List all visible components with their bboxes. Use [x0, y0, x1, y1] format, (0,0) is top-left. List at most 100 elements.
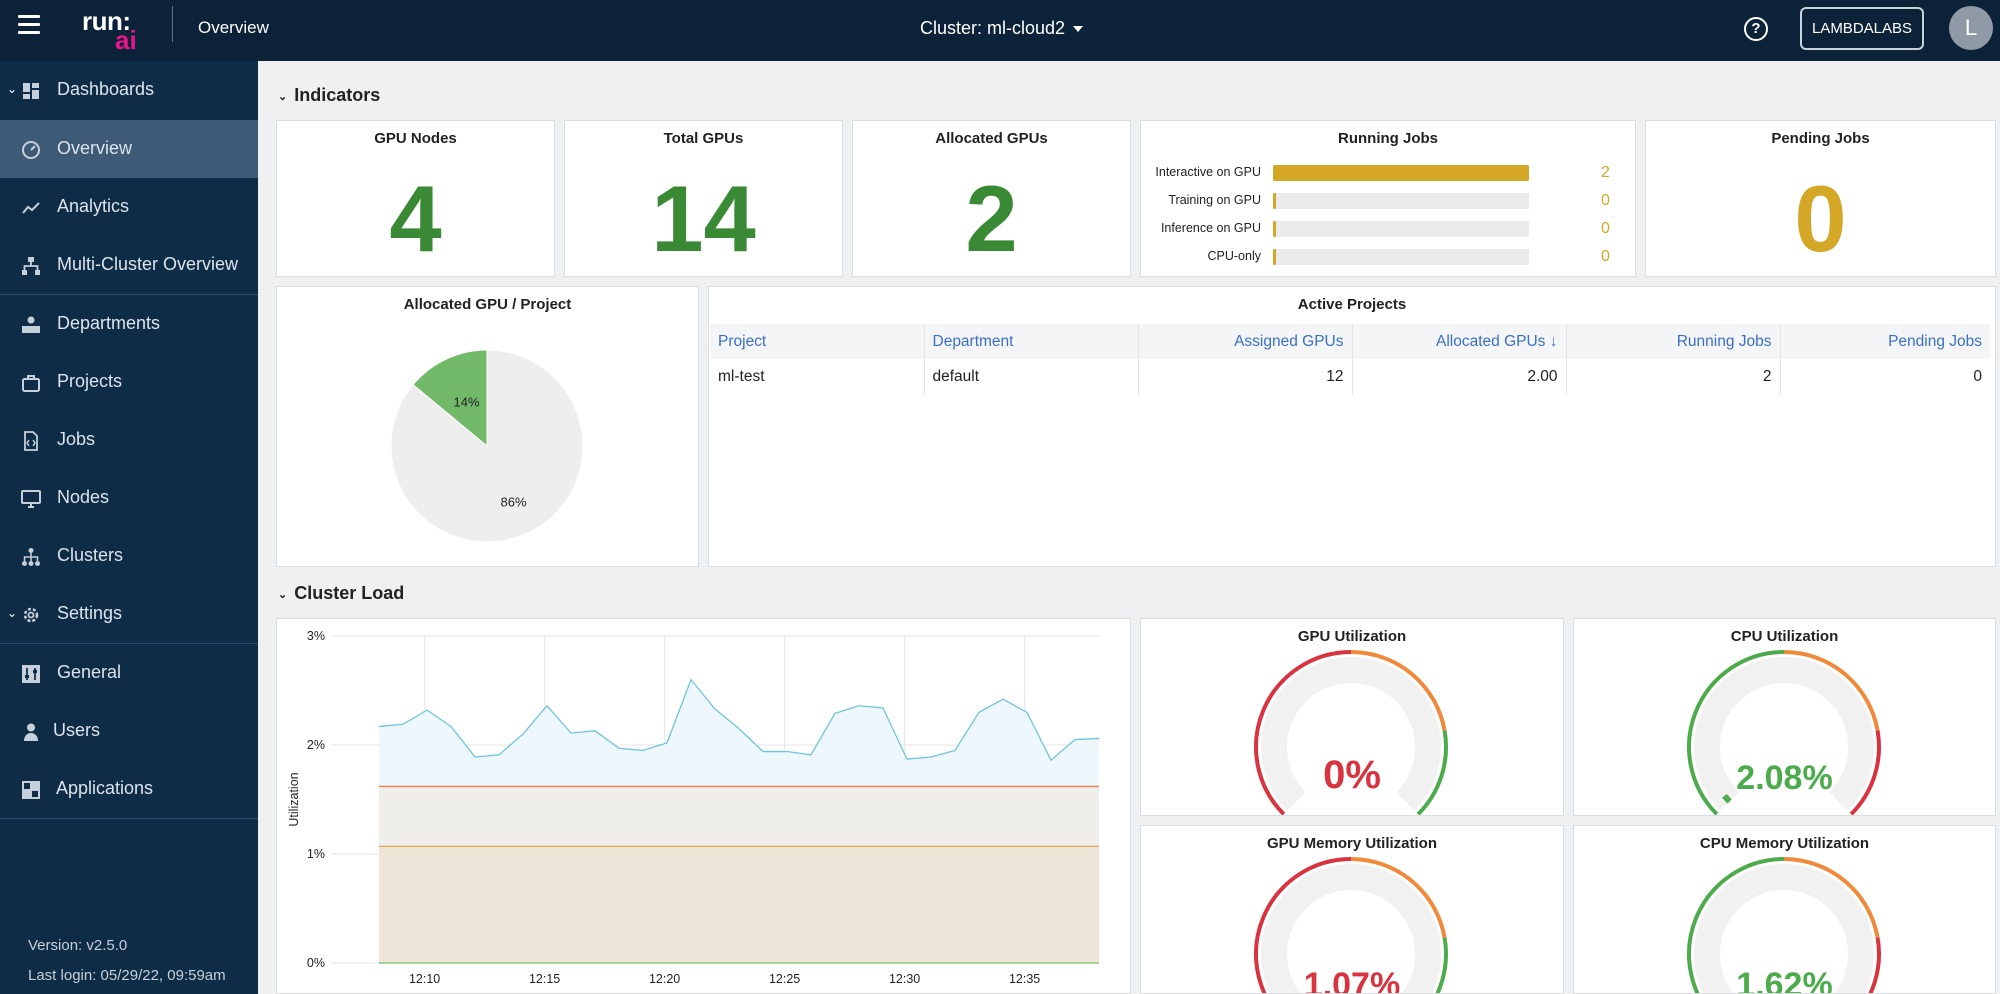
column-header-department[interactable]: Department	[924, 324, 1139, 359]
gauge-value: 1.07%	[1303, 966, 1401, 994]
gauge-value: 0%	[1323, 753, 1381, 797]
running-jobs-panel: Running Jobs Interactive on GPU 2 Traini…	[1140, 120, 1636, 277]
gauge-value: 1.62%	[1736, 966, 1833, 994]
series-area	[379, 846, 1099, 963]
gauge-threshold-band	[1849, 730, 1881, 815]
gauge	[1687, 650, 1881, 815]
account-button[interactable]: LAMBDALABS	[1800, 7, 1924, 50]
row-value: 2	[1601, 164, 1610, 181]
indicators-section-toggle[interactable]: ⌄ Indicators	[278, 85, 380, 106]
allocated-gpus-value: 2	[965, 166, 1018, 271]
sidebar-item-label: Analytics	[57, 196, 130, 216]
gauge	[1254, 650, 1448, 815]
sidebar-item-label: Applications	[56, 778, 154, 798]
avatar[interactable]: L	[1949, 6, 1993, 50]
panel-title: GPU Memory Utilization	[1266, 835, 1438, 852]
sidebar-item-departments[interactable]: Departments	[0, 295, 258, 353]
logo-divider	[172, 6, 173, 42]
department-icon	[22, 316, 40, 333]
bar-fill	[1273, 165, 1529, 181]
panel-title: Allocated GPUs	[935, 130, 1048, 147]
cell-allocated-gpus: 2.00	[1352, 359, 1567, 395]
panel-title: GPU Nodes	[374, 130, 457, 147]
table-header-row: Project Department Assigned GPUs Allocat…	[710, 324, 1990, 359]
sidebar: ⌄ Dashboards Overview Analytics Multi-Cl…	[0, 61, 258, 994]
gauge-track	[1261, 864, 1441, 993]
y-tick-label: 1%	[307, 847, 325, 861]
row-label: CPU-only	[1207, 249, 1262, 263]
sidebar-item-multi-cluster-overview[interactable]: Multi-Cluster Overview	[0, 236, 258, 294]
x-tick-label: 12:15	[529, 972, 560, 986]
panel-title: GPU Utilization	[1297, 628, 1407, 645]
menu-icon[interactable]	[18, 15, 40, 34]
bar-fill	[1273, 221, 1277, 237]
series-line[interactable]	[378, 678, 1100, 762]
bar-track	[1273, 165, 1529, 181]
pie-slice[interactable]	[412, 349, 488, 448]
sidebar-item-nodes[interactable]: Nodes	[0, 469, 258, 527]
gauge	[1254, 857, 1448, 993]
total-gpus-value: 14	[651, 166, 756, 271]
gauge-threshold-band	[1254, 857, 1352, 993]
code-file-icon	[24, 431, 38, 451]
version-text: Version: v2.5.0	[28, 937, 128, 954]
sidebar-item-projects[interactable]: Projects	[0, 353, 258, 411]
x-tick-label: 12:30	[889, 972, 920, 986]
cell-pending-jobs: 0	[1973, 368, 1982, 385]
gauge-threshold-band	[1868, 937, 1881, 993]
logo[interactable]: run: ai	[82, 6, 137, 55]
running-jobs-row: Interactive on GPU 2	[1141, 161, 1635, 183]
column-header-running-jobs[interactable]: Running Jobs	[1566, 324, 1781, 359]
help-icon[interactable]: ?	[1744, 17, 1768, 41]
x-tick-label: 12:20	[649, 972, 680, 986]
panel-title: Allocated GPU / Project	[403, 296, 572, 313]
sidebar-item-dashboards[interactable]: ⌄ Dashboards	[0, 61, 258, 119]
sidebar-item-applications[interactable]: Applications	[0, 760, 258, 818]
pie-slice[interactable]	[390, 349, 584, 543]
sidebar-item-label: Overview	[57, 138, 133, 158]
sidebar-item-analytics[interactable]: Analytics	[0, 178, 258, 236]
column-header-allocated-gpus[interactable]: Allocated GPUs ↓	[1352, 324, 1567, 359]
section-title: Indicators	[294, 85, 381, 105]
dashboard-icon	[23, 83, 39, 99]
cluster-selector[interactable]: Cluster: ml-cloud2	[920, 18, 1084, 39]
column-header-assigned-gpus[interactable]: Assigned GPUs	[1138, 324, 1353, 359]
last-login-text: Last login: 05/29/22, 09:59am	[28, 967, 226, 984]
sidebar-item-jobs[interactable]: Jobs	[0, 411, 258, 469]
sidebar-item-label: General	[57, 662, 122, 682]
sidebar-item-settings[interactable]: ⌄ Settings	[0, 585, 258, 643]
cluster-label: Cluster: ml-cloud2	[920, 18, 1066, 38]
gpu-nodes-value: 4	[389, 166, 442, 271]
row-label: Interactive on GPU	[1155, 165, 1261, 179]
top-bar: run: ai Overview Cluster: ml-cloud2 ? LA…	[0, 0, 2000, 61]
allocated-gpus-panel: Allocated GPUs 2	[852, 120, 1131, 277]
cpu-utilization-panel: CPU Utilization 2.08%	[1573, 618, 1996, 816]
sidebar-item-label: Clusters	[57, 545, 124, 565]
allocated-gpu-project-panel: Allocated GPU / Project 14% 86%	[276, 286, 699, 567]
gauge-threshold-band	[1416, 730, 1448, 815]
sidebar-item-label: Nodes	[57, 487, 110, 507]
cell-project: ml-test	[710, 359, 925, 395]
bar-fill	[1273, 249, 1277, 265]
sidebar-item-overview[interactable]: Overview	[0, 120, 258, 178]
hierarchy-icon	[22, 257, 40, 275]
projects-table: Project Department Assigned GPUs Allocat…	[710, 324, 1990, 395]
sidebar-item-clusters[interactable]: Clusters	[0, 527, 258, 585]
trend-icon	[22, 202, 40, 214]
sidebar-item-general[interactable]: General	[0, 644, 258, 702]
pie-chart: 14% 86%	[390, 349, 584, 543]
column-header-project[interactable]: Project	[710, 324, 925, 359]
sidebar-item-label: Projects	[57, 371, 123, 391]
column-header-pending-jobs[interactable]: Pending Jobs	[1780, 324, 1990, 359]
user-icon	[24, 723, 38, 741]
y-tick-label: 2%	[307, 738, 325, 752]
table-row[interactable]: ml-test default 12 2.00 2 0	[710, 359, 1990, 395]
x-tick-label: 12:25	[769, 972, 800, 986]
sidebar-item-users[interactable]: Users	[0, 702, 258, 760]
gauge-threshold-band	[1687, 650, 1785, 815]
cluster-load-section-toggle[interactable]: ⌄ Cluster Load	[278, 583, 404, 604]
gauge-value: 2.08%	[1736, 759, 1833, 797]
bar-track	[1273, 249, 1529, 265]
running-jobs-row: Inference on GPU 0	[1141, 217, 1635, 239]
section-title: Cluster Load	[294, 583, 405, 603]
